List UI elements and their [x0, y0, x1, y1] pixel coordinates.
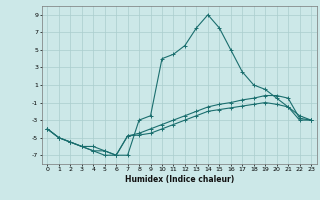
X-axis label: Humidex (Indice chaleur): Humidex (Indice chaleur) — [124, 175, 234, 184]
